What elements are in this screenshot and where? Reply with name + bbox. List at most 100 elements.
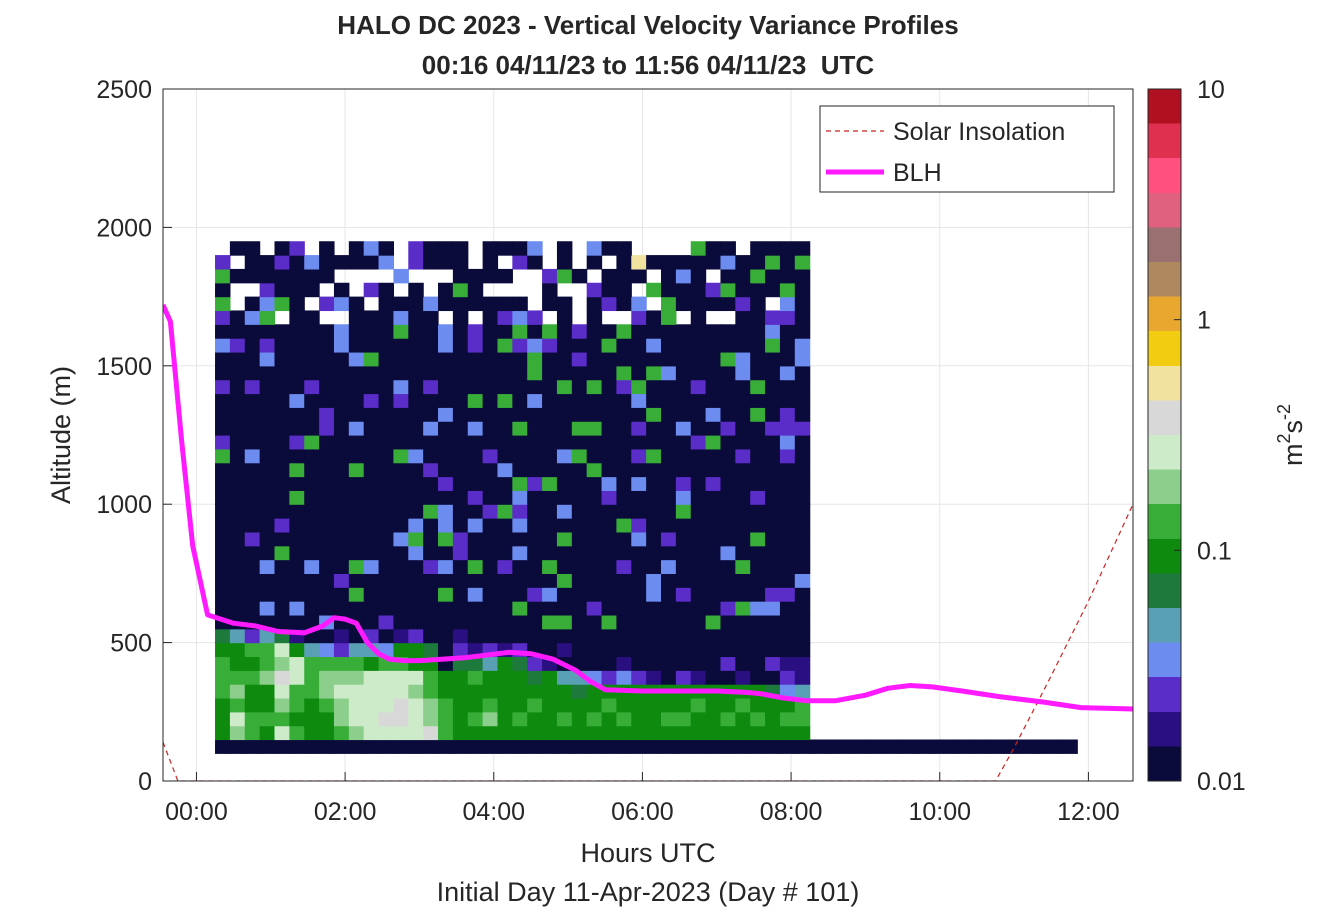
heatmap-cell	[779, 324, 796, 339]
heatmap-cell	[735, 628, 751, 644]
heatmap-cell	[244, 310, 261, 325]
heatmap-cell	[527, 379, 543, 395]
heatmap-cell	[378, 490, 395, 505]
colorbar-ticks: 0.01 0.1 1 10	[1174, 76, 1246, 796]
heatmap-cell	[809, 739, 826, 754]
heatmap-cell	[646, 711, 662, 727]
heatmap-cell	[408, 587, 424, 602]
heatmap-cell	[363, 587, 380, 602]
heatmap-cell	[750, 642, 766, 658]
heatmap-cell	[304, 476, 320, 491]
heatmap-cell	[393, 711, 409, 727]
heatmap-cell	[735, 324, 751, 339]
heatmap-cell	[556, 739, 573, 754]
heatmap-cell	[215, 324, 231, 339]
heatmap-cell	[393, 504, 409, 519]
heatmap-cell	[512, 393, 528, 408]
heatmap-cell	[675, 559, 692, 574]
heatmap-cell	[333, 435, 350, 450]
heatmap-cell	[393, 338, 409, 353]
heatmap-cell	[378, 462, 395, 478]
heatmap-cell	[512, 338, 528, 353]
heatmap-cell	[556, 462, 573, 478]
heatmap-cell	[452, 351, 469, 367]
heatmap-cell	[274, 241, 290, 256]
heatmap-cell	[690, 241, 707, 256]
heatmap-cell	[512, 573, 528, 588]
heatmap-cell	[452, 725, 469, 741]
heatmap-cell	[259, 642, 276, 658]
heatmap-cell	[244, 642, 261, 658]
heatmap-cell	[438, 697, 454, 713]
heatmap-cell	[512, 628, 528, 644]
heatmap-cell	[512, 351, 528, 367]
heatmap-cell	[735, 421, 751, 436]
heatmap-cell	[765, 241, 781, 256]
heatmap-cell	[363, 684, 380, 699]
heatmap-cell	[244, 697, 261, 713]
heatmap-cell	[690, 421, 707, 436]
heatmap-cell	[289, 282, 305, 298]
heatmap-cell	[289, 448, 305, 464]
heatmap-cell	[363, 711, 380, 727]
heatmap-cell	[289, 504, 305, 519]
heatmap-cell	[586, 559, 603, 574]
heatmap-cell	[512, 531, 528, 547]
heatmap-cell	[720, 504, 736, 519]
heatmap-cell	[556, 448, 573, 464]
heatmap-cell	[750, 518, 766, 533]
heatmap-cell	[527, 490, 543, 505]
heatmap-cell	[512, 324, 528, 339]
heatmap-cell	[794, 490, 811, 505]
heatmap-cell	[616, 338, 632, 353]
heatmap-cell	[527, 476, 543, 491]
heatmap-cell	[690, 255, 707, 270]
heatmap-cell	[542, 601, 558, 616]
heatmap-cell	[244, 559, 261, 574]
heatmap-cell	[735, 670, 751, 685]
heatmap-cell	[705, 338, 722, 353]
heatmap-cell	[289, 379, 305, 395]
heatmap-cell	[586, 255, 603, 270]
heatmap-cell	[482, 365, 499, 381]
heatmap-cell	[631, 379, 647, 395]
heatmap-cell	[378, 351, 395, 367]
heatmap-cell	[274, 518, 290, 533]
heatmap-cell	[348, 393, 365, 408]
heatmap-cell	[289, 365, 305, 381]
heatmap-cell	[720, 490, 736, 505]
heatmap-cell	[631, 518, 647, 533]
heatmap-cell	[765, 670, 781, 685]
heatmap-cell	[646, 407, 662, 422]
heatmap-cell	[467, 268, 484, 284]
heatmap-cell	[542, 268, 558, 284]
heatmap-cell	[527, 255, 543, 270]
heatmap-cell	[661, 601, 677, 616]
heatmap-cell	[482, 697, 499, 713]
heatmap-cell	[750, 656, 766, 671]
heatmap-cell	[467, 601, 484, 616]
heatmap-cell	[586, 601, 603, 616]
heatmap-cell	[289, 601, 305, 616]
heatmap-cell	[705, 587, 722, 602]
heatmap-cell	[452, 518, 469, 533]
heatmap-cell	[661, 393, 677, 408]
heatmap-cell	[616, 739, 632, 754]
colorbar-label-exp1: 2	[1274, 434, 1294, 444]
heatmap-cell	[765, 531, 781, 547]
heatmap-cell	[631, 296, 647, 312]
heatmap-cell	[348, 573, 365, 588]
heatmap-cell	[333, 407, 350, 422]
heatmap-cell	[333, 725, 350, 741]
heatmap-cell	[690, 365, 707, 381]
heatmap-cell	[735, 310, 751, 325]
heatmap-cell	[319, 379, 335, 395]
heatmap-cell	[289, 393, 305, 408]
heatmap-cell	[690, 725, 707, 741]
heatmap-cell	[705, 545, 722, 561]
heatmap-cell	[646, 255, 662, 270]
heatmap-cell	[408, 462, 424, 478]
heatmap-cell	[408, 697, 424, 713]
heatmap-cell	[497, 739, 513, 754]
heatmap-cell	[259, 324, 276, 339]
